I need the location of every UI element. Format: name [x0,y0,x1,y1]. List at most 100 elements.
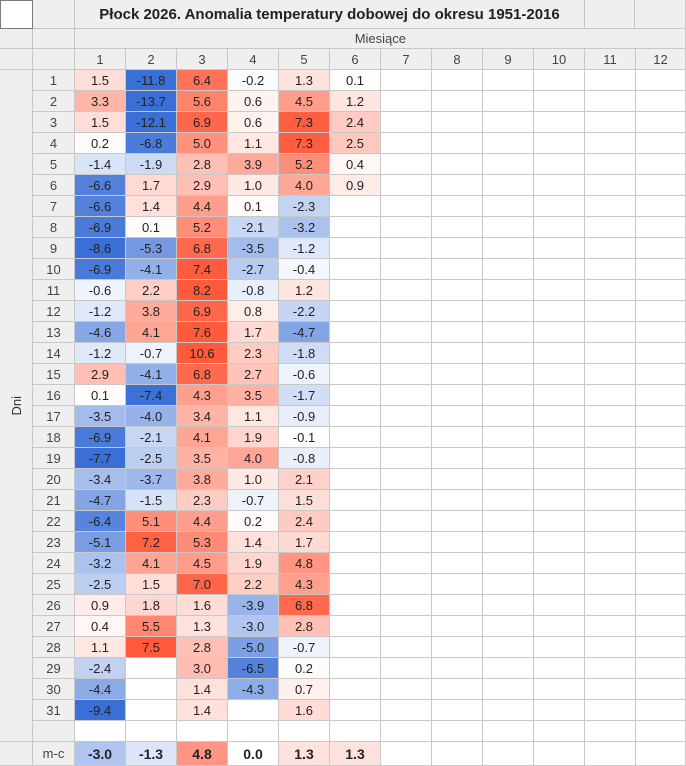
empty-cell[interactable] [483,574,534,595]
empty-cell[interactable] [636,154,686,175]
empty-cell[interactable] [585,532,636,553]
empty-cell[interactable] [432,112,483,133]
empty-cell[interactable] [636,637,686,658]
data-cell[interactable]: -1.9 [126,154,177,175]
data-cell[interactable]: 1.1 [228,406,279,427]
data-cell[interactable]: 1.8 [126,595,177,616]
empty-cell[interactable] [432,721,483,742]
empty-cell[interactable] [432,196,483,217]
empty-cell[interactable] [483,91,534,112]
empty-cell[interactable] [636,343,686,364]
empty-cell[interactable] [534,322,585,343]
empty-cell[interactable] [636,490,686,511]
empty-cell[interactable] [330,238,381,259]
data-cell[interactable]: 1.3 [177,616,228,637]
data-cell[interactable]: -6.4 [75,511,126,532]
empty-cell[interactable] [636,301,686,322]
empty-cell[interactable] [330,385,381,406]
empty-cell[interactable] [330,343,381,364]
empty-cell[interactable] [585,469,636,490]
empty-cell[interactable] [483,616,534,637]
empty-cell[interactable] [381,742,432,766]
data-cell[interactable]: -0.6 [279,364,330,385]
data-cell[interactable]: 0.2 [228,511,279,532]
empty-cell[interactable] [534,259,585,280]
empty-cell[interactable] [636,511,686,532]
empty-cell[interactable] [330,427,381,448]
data-cell[interactable]: 5.2 [279,154,330,175]
empty-cell[interactable] [585,511,636,532]
empty-cell[interactable] [330,406,381,427]
data-cell[interactable]: 1.5 [75,112,126,133]
data-cell[interactable]: 2.3 [228,343,279,364]
empty-cell[interactable] [483,469,534,490]
data-cell[interactable]: 1.6 [279,700,330,721]
data-cell[interactable]: 1.7 [228,322,279,343]
empty-cell[interactable] [636,364,686,385]
data-cell[interactable]: 3.5 [177,448,228,469]
data-cell[interactable]: 1.7 [279,532,330,553]
empty-cell[interactable] [483,595,534,616]
empty-cell[interactable] [534,595,585,616]
empty-cell[interactable] [432,532,483,553]
empty-cell[interactable] [585,301,636,322]
empty-cell[interactable] [381,238,432,259]
data-cell[interactable]: 5.6 [177,91,228,112]
data-cell[interactable]: 0.4 [330,154,381,175]
data-cell[interactable]: -0.7 [279,637,330,658]
data-cell[interactable]: -2.5 [75,574,126,595]
empty-cell[interactable] [636,469,686,490]
data-cell[interactable]: 5.1 [126,511,177,532]
empty-cell[interactable] [534,658,585,679]
empty-cell[interactable] [483,553,534,574]
data-cell[interactable]: 0.2 [75,133,126,154]
data-cell[interactable]: -6.9 [75,217,126,238]
data-cell[interactable]: 2.5 [330,133,381,154]
empty-cell[interactable] [483,679,534,700]
empty-cell[interactable] [636,280,686,301]
empty-cell[interactable] [381,259,432,280]
empty-cell[interactable] [330,490,381,511]
data-cell[interactable]: 1.3 [279,70,330,91]
data-cell[interactable]: 3.8 [126,301,177,322]
data-cell[interactable]: 4.4 [177,196,228,217]
empty-cell[interactable] [381,217,432,238]
empty-cell[interactable] [126,700,177,721]
data-cell[interactable]: 1.4 [228,532,279,553]
empty-cell[interactable] [534,364,585,385]
data-cell[interactable]: 1.7 [126,175,177,196]
data-cell[interactable]: -0.8 [228,280,279,301]
empty-cell[interactable] [483,448,534,469]
empty-cell[interactable] [534,217,585,238]
data-cell[interactable]: -4.0 [126,406,177,427]
empty-cell[interactable] [432,385,483,406]
empty-cell[interactable] [432,574,483,595]
empty-cell[interactable] [483,364,534,385]
data-cell[interactable]: 4.0 [279,175,330,196]
empty-cell[interactable] [585,217,636,238]
empty-cell[interactable] [381,637,432,658]
empty-cell[interactable] [636,322,686,343]
data-cell[interactable]: 0.1 [330,70,381,91]
data-cell[interactable]: 7.2 [126,532,177,553]
empty-cell[interactable] [534,238,585,259]
empty-cell[interactable] [381,196,432,217]
data-cell[interactable]: -4.6 [75,322,126,343]
empty-cell[interactable] [585,574,636,595]
data-cell[interactable]: -2.1 [126,427,177,448]
empty-cell[interactable] [483,175,534,196]
empty-cell[interactable] [636,532,686,553]
empty-cell[interactable] [585,679,636,700]
data-cell[interactable]: -3.5 [75,406,126,427]
data-cell[interactable]: 6.8 [177,238,228,259]
empty-cell[interactable] [534,154,585,175]
empty-cell[interactable] [330,364,381,385]
data-cell[interactable]: 6.9 [177,301,228,322]
empty-cell[interactable] [432,679,483,700]
empty-cell[interactable] [432,259,483,280]
empty-cell[interactable] [585,700,636,721]
empty-cell[interactable] [636,658,686,679]
data-cell[interactable]: 7.5 [126,637,177,658]
empty-cell[interactable] [381,406,432,427]
data-cell[interactable]: -5.3 [126,238,177,259]
